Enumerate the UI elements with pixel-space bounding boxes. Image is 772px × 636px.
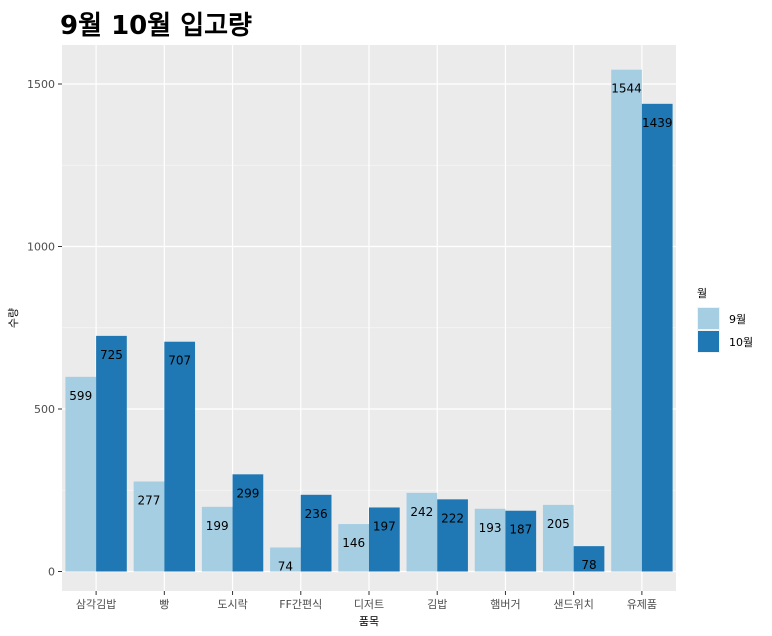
bar — [573, 546, 605, 572]
x-tick-label: 도시락 — [217, 598, 247, 611]
bar — [406, 492, 438, 572]
bar-value-label: 1439 — [642, 116, 673, 130]
y-tick-label: 500 — [34, 403, 55, 416]
x-tick-label: 햄버거 — [490, 598, 520, 611]
x-tick-label: 유제품 — [627, 598, 657, 611]
bars — [65, 69, 673, 572]
x-tick-label: 디저트 — [354, 598, 384, 611]
x-tick-label: FF간편식 — [279, 598, 322, 611]
chart-title: 9월 10월 입고량 — [60, 11, 252, 41]
legend-swatch — [698, 308, 719, 329]
x-axis: 삼각김밥 빵 도시락 FF간편식 디저트 김밥 햄버거 샌드위치 유제품 — [76, 591, 657, 611]
bar — [96, 335, 127, 572]
bar-value-label: 199 — [206, 519, 229, 533]
bar-labels: 599 725 277 707 199 299 74 236 146 197 242 222 193 18… — [69, 82, 672, 574]
bar — [611, 69, 642, 572]
bar — [474, 508, 506, 572]
legend-label: 10월 — [729, 336, 753, 349]
y-tick-label: 1500 — [27, 78, 55, 91]
bar-value-label: 299 — [236, 486, 259, 500]
bar — [232, 474, 264, 572]
bar — [270, 547, 301, 572]
bar-value-label: 74 — [278, 559, 293, 573]
y-tick-label: 0 — [48, 566, 55, 579]
x-tick-label: 김밥 — [427, 598, 447, 611]
bar — [542, 504, 574, 572]
bar — [338, 524, 369, 572]
bar-value-label: 205 — [547, 517, 570, 531]
bar-value-label: 222 — [441, 511, 464, 525]
bar — [164, 341, 196, 572]
bar-value-label: 78 — [581, 558, 596, 572]
bar-value-label: 193 — [479, 521, 502, 535]
bar — [437, 499, 468, 572]
bar — [133, 481, 165, 572]
y-axis: 0 500 1000 1500 — [27, 78, 62, 579]
bar-value-label: 599 — [69, 389, 92, 403]
bar-value-label: 725 — [100, 348, 123, 362]
bar-value-label: 146 — [342, 536, 365, 550]
bar — [641, 103, 673, 572]
bar-value-label: 707 — [168, 354, 191, 368]
bar-value-label: 236 — [305, 507, 328, 521]
bar — [201, 506, 233, 572]
bar-value-label: 187 — [509, 523, 532, 537]
bar — [369, 507, 400, 572]
x-axis-title: 품목 — [359, 615, 379, 628]
x-tick-label: 빵 — [159, 598, 169, 611]
legend-label: 9월 — [729, 313, 746, 326]
bar — [505, 510, 537, 572]
legend-swatch — [698, 331, 719, 352]
x-tick-label: 삼각김밥 — [76, 598, 116, 611]
bar — [65, 376, 97, 572]
y-tick-label: 1000 — [27, 241, 55, 254]
legend-title: 월 — [697, 287, 707, 300]
bar — [300, 494, 332, 572]
legend: 월 9월 10월 — [697, 287, 753, 353]
y-axis-title: 수량 — [7, 308, 20, 328]
bar-value-label: 242 — [410, 505, 433, 519]
bar-value-label: 197 — [373, 519, 396, 533]
bar-value-label: 1544 — [611, 82, 642, 96]
bar-value-label: 277 — [138, 493, 161, 507]
x-tick-label: 샌드위치 — [553, 598, 593, 611]
